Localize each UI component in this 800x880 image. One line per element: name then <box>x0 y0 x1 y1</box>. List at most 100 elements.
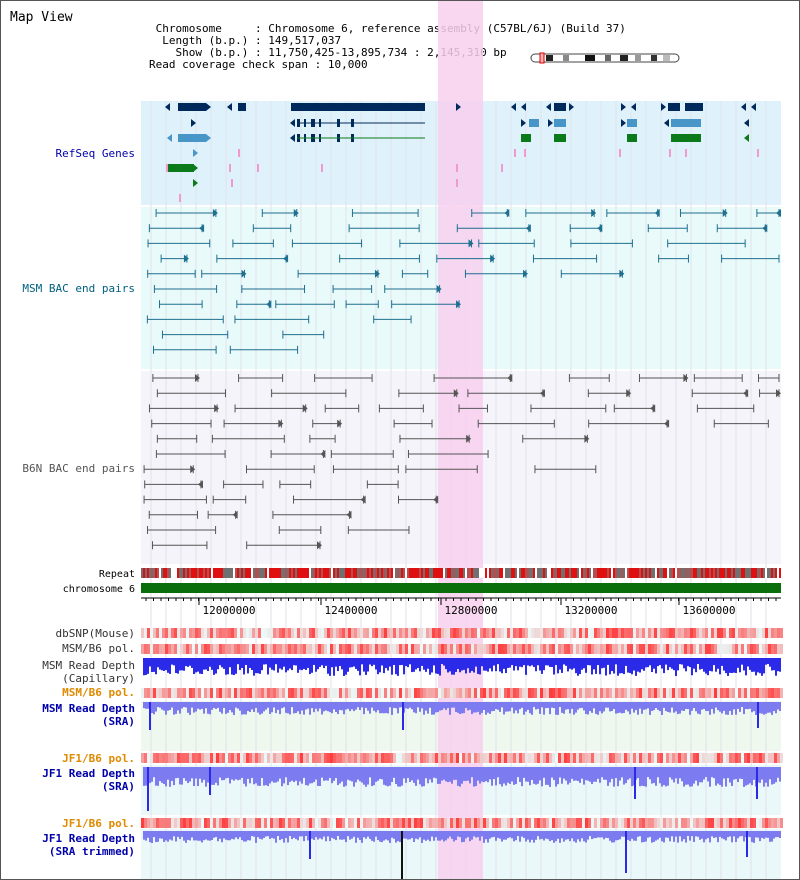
msm-depth-capillary-label: MSM Read Depth <box>42 659 135 672</box>
gene-marker[interactable] <box>669 149 671 157</box>
gene-marker[interactable] <box>238 149 240 157</box>
msm-sra-depth-bar <box>407 702 409 709</box>
gene-exon[interactable] <box>166 164 194 172</box>
gene-exon[interactable] <box>627 119 637 127</box>
msm-sra-depth-bar <box>629 702 631 715</box>
repeat-block <box>737 568 739 578</box>
jf1-trimmed-depth-bar <box>375 831 377 837</box>
dbsnp-heat-cell <box>708 628 711 638</box>
msm-capillary-depth-bar <box>779 658 781 672</box>
jf1-b6-pol-trimmed-heat-cell <box>174 818 177 828</box>
msm-capillary-depth-bar <box>463 658 465 670</box>
gene-exon[interactable] <box>554 134 566 142</box>
jf1-trimmed-depth-bar <box>579 831 581 842</box>
msm-capillary-depth-bar <box>225 658 227 675</box>
refseq-gene-features[interactable] <box>165 103 759 202</box>
highlight-region[interactable] <box>438 1 483 879</box>
gene-exon[interactable] <box>668 103 680 111</box>
gene-marker[interactable] <box>619 149 621 157</box>
repeat-block <box>735 568 737 578</box>
gene-marker[interactable] <box>257 164 259 172</box>
gene-marker[interactable] <box>685 149 687 157</box>
chromosome-ideogram[interactable] <box>530 52 680 64</box>
jf1-sra-depth-bar <box>351 767 353 782</box>
gene-marker[interactable] <box>456 164 458 172</box>
gene-marker[interactable] <box>179 194 181 202</box>
jf1-b6-pol-heat-cell <box>312 753 315 763</box>
jf1-sra-depth-bar <box>195 767 197 779</box>
msm-b6-pol-heat-cell <box>231 644 234 654</box>
gene-exon[interactable] <box>671 134 701 142</box>
gene-marker[interactable] <box>757 149 759 157</box>
msm-b6-pol-heat-cell <box>657 644 660 654</box>
repeat-block <box>559 568 561 578</box>
jf1-sra-depth-bar <box>589 767 591 782</box>
jf1-b6-pol-heat-cell <box>495 753 498 763</box>
msm-capillary-depth-bar <box>581 658 583 670</box>
jf1-sra-depth-bar <box>565 767 567 781</box>
gene-exon[interactable] <box>627 134 637 142</box>
dbsnp-heat-cell <box>210 628 213 638</box>
repeat-block <box>175 568 177 578</box>
jf1-sra-depth-bar <box>637 767 639 779</box>
msm-sra-depth-bar <box>753 702 755 712</box>
msm-sra-depth-bar <box>281 702 283 709</box>
gene-exon[interactable] <box>178 103 206 111</box>
msm-capillary-depth-bar <box>335 658 337 667</box>
msm-bac-features[interactable] <box>146 209 781 354</box>
gene-marker[interactable] <box>514 149 516 157</box>
jf1-sra-depth-bar <box>579 767 581 783</box>
dbsnp-heat-cell <box>561 628 564 638</box>
msm-b6-pol-sra-heat-cell <box>264 688 267 698</box>
repeat-block <box>679 568 681 578</box>
msm-b6-pol-sra-heat-cell <box>438 688 441 698</box>
msm-b6-pol-heat-cell <box>606 644 609 654</box>
repeat-block <box>317 568 319 578</box>
repeat-block <box>687 568 689 578</box>
ideogram-position-marker[interactable] <box>539 52 545 64</box>
jf1-b6-pol-heat-cell <box>729 753 732 763</box>
repeat-block <box>495 568 497 578</box>
msm-sra-depth-bar <box>247 702 249 711</box>
dbsnp-heat-cell <box>177 628 180 638</box>
gene-marker[interactable] <box>166 164 168 172</box>
msm-b6-pol-heat-cell <box>465 644 468 654</box>
gene-marker[interactable] <box>229 164 231 172</box>
gene-exon[interactable] <box>685 103 703 111</box>
jf1-b6-pol-trimmed-heat-cell <box>168 818 171 828</box>
repeat-block <box>663 568 665 578</box>
msm-depth-sra-sub: (SRA) <box>102 715 135 728</box>
gene-marker[interactable] <box>501 164 503 172</box>
jf1-b6-pol-trimmed-heat-cell <box>726 818 729 828</box>
gene-marker[interactable] <box>231 179 233 187</box>
gene-exon[interactable] <box>554 119 566 127</box>
jf1-trimmed-depth-bar <box>237 831 239 840</box>
jf1-b6-pol-heat-cell <box>210 753 213 763</box>
repeat-block <box>703 568 705 578</box>
jf1-b6-pol-trimmed-heat-cell <box>189 818 192 828</box>
gene-exon[interactable] <box>178 134 206 142</box>
gene-marker[interactable] <box>321 164 323 172</box>
axis-tick-label: 12400000 <box>325 604 378 617</box>
selected-region[interactable] <box>438 1 483 879</box>
gene-exon[interactable] <box>554 103 566 111</box>
dbsnp-heat-cell <box>549 628 552 638</box>
gene-exon[interactable] <box>521 134 531 142</box>
gene-marker[interactable] <box>524 149 526 157</box>
jf1-b6-pol-heat-cell <box>477 753 480 763</box>
msm-sra-depth-bar <box>509 702 511 712</box>
gene-exon[interactable] <box>671 119 701 127</box>
msm-b6-pol-heat-cell <box>723 644 726 654</box>
msm-sra-depth-bar <box>721 702 723 714</box>
jf1-b6-pol-trimmed-heat-cell <box>525 818 528 828</box>
msm-sra-depth-bar <box>483 702 485 710</box>
jf1-sra-depth-bar <box>573 767 575 781</box>
b6n-bac-features[interactable] <box>143 374 781 550</box>
jf1-trimmed-depth-bar <box>721 831 723 839</box>
repeat-block <box>165 568 167 578</box>
gene-exon[interactable] <box>291 103 425 111</box>
gene-marker[interactable] <box>456 179 458 187</box>
jf1-b6-pol-heat-cell <box>588 753 591 763</box>
jf1-b6-pol-heat-cell <box>579 753 582 763</box>
gene-exon[interactable] <box>529 119 539 127</box>
